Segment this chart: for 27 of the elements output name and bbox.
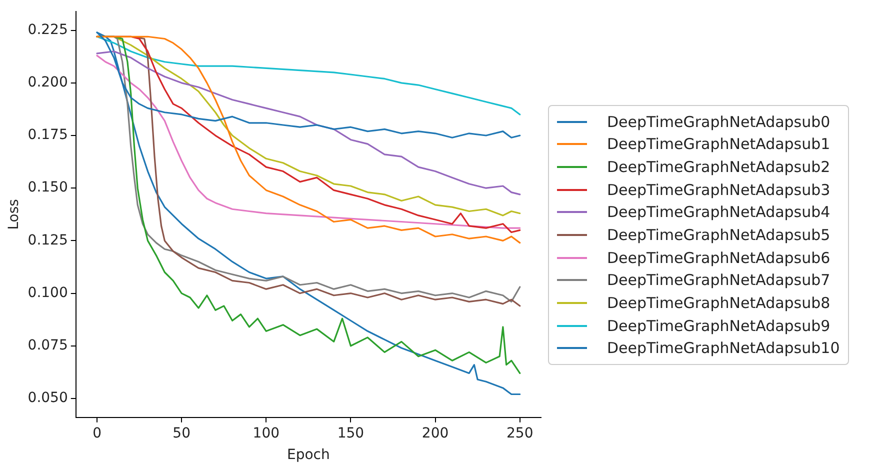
x-tick-label: 0 [92, 425, 102, 442]
y-tick-label: 0.050 [28, 390, 68, 406]
x-tick-label: 250 [506, 425, 534, 442]
y-tick-label: 0.100 [28, 284, 68, 301]
legend-label: DeepTimeGraphNetAdapsub0 [607, 112, 830, 131]
y-tick-label: 0.225 [28, 22, 68, 38]
y-tick-label: 0.075 [28, 338, 68, 354]
y-axis-title: Loss [6, 199, 22, 230]
legend-label: DeepTimeGraphNetAdapsub4 [607, 203, 830, 222]
legend-label: DeepTimeGraphNetAdapsub2 [607, 158, 830, 176]
legend-label: DeepTimeGraphNetAdapsub9 [607, 316, 830, 335]
y-tick-label: 0.200 [28, 74, 68, 91]
y-tick-label: 0.150 [28, 180, 68, 196]
x-tick-label: 150 [337, 425, 364, 442]
legend-label: DeepTimeGraphNetAdapsub7 [607, 271, 830, 290]
legend-label: DeepTimeGraphNetAdapsub10 [607, 339, 840, 358]
x-tick-label: 200 [422, 425, 449, 442]
legend-label: DeepTimeGraphNetAdapsub1 [607, 135, 830, 154]
x-tick-label: 50 [172, 425, 190, 442]
legend-label: DeepTimeGraphNetAdapsub5 [607, 226, 830, 244]
y-tick-label: 0.175 [28, 127, 68, 144]
y-tick-label: 0.125 [28, 232, 68, 248]
x-tick-label: 100 [252, 425, 280, 442]
legend-label: DeepTimeGraphNetAdapsub6 [607, 248, 830, 267]
legend-label: DeepTimeGraphNetAdapsub3 [607, 180, 830, 199]
legend-label: DeepTimeGraphNetAdapsub8 [607, 294, 830, 312]
x-axis-title: Epoch [287, 447, 330, 464]
